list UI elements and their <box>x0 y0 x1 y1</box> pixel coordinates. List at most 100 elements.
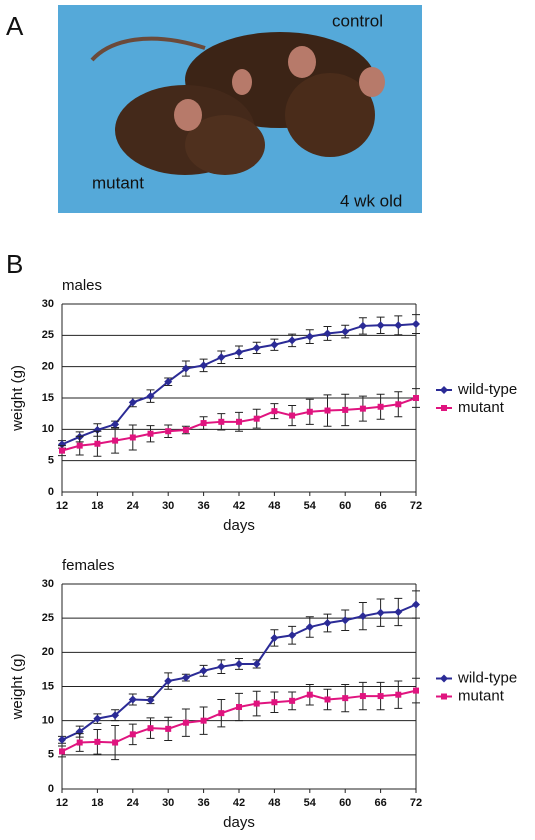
marker <box>252 659 261 668</box>
x-tick-label: 72 <box>410 797 422 809</box>
marker <box>112 437 119 444</box>
x-tick-label: 60 <box>339 500 351 512</box>
marker <box>271 699 278 706</box>
x-axis-label: days <box>223 814 255 831</box>
marker <box>129 434 136 441</box>
x-tick-label: 18 <box>91 797 103 809</box>
photo-annotation: mutant <box>92 173 144 192</box>
marker <box>93 714 102 723</box>
marker <box>412 600 420 609</box>
x-tick-label: 24 <box>127 797 140 809</box>
photo-annotation: 4 wk old <box>340 191 402 210</box>
legend-label: wild-type <box>457 381 517 398</box>
marker <box>377 693 384 700</box>
marker <box>236 418 242 425</box>
legend-marker <box>441 693 447 700</box>
x-tick-label: 36 <box>197 797 209 809</box>
x-tick-label: 30 <box>162 797 174 809</box>
marker <box>235 348 243 357</box>
marker <box>217 662 226 671</box>
x-tick-label: 12 <box>56 500 68 512</box>
x-tick-label: 42 <box>233 500 245 512</box>
chart-title: females <box>62 557 115 574</box>
marker <box>253 700 260 707</box>
marker <box>181 673 190 682</box>
x-axis-label: days <box>223 517 255 534</box>
series <box>58 314 420 449</box>
marker <box>112 739 119 746</box>
marker <box>217 353 226 362</box>
marker <box>218 710 225 717</box>
marker <box>270 633 279 642</box>
marker <box>289 412 296 419</box>
x-tick-label: 18 <box>91 500 103 512</box>
ear <box>288 46 316 78</box>
marker <box>164 677 173 686</box>
y-axis-label: weight (g) <box>9 654 26 721</box>
marker <box>377 403 384 410</box>
marker <box>199 666 208 675</box>
y-tick-label: 20 <box>42 646 54 658</box>
legend-label: mutant <box>458 399 505 416</box>
marker <box>359 693 366 700</box>
marker <box>165 428 172 435</box>
marker <box>111 711 120 720</box>
marker <box>76 442 83 449</box>
marker <box>412 320 420 329</box>
marker <box>200 717 207 724</box>
mouse-control-head <box>285 73 375 157</box>
photo-annotation: control <box>332 11 383 30</box>
series <box>58 590 420 744</box>
marker <box>395 691 402 698</box>
marker <box>270 340 279 349</box>
x-tick-label: 42 <box>233 797 245 809</box>
marker <box>376 608 385 617</box>
marker <box>305 332 314 341</box>
marker <box>288 631 297 640</box>
marker <box>323 329 332 338</box>
marker <box>236 704 242 710</box>
marker <box>199 361 208 370</box>
x-tick-label: 48 <box>268 797 280 809</box>
x-tick-label: 24 <box>127 500 140 512</box>
y-tick-label: 20 <box>42 361 54 373</box>
y-tick-label: 25 <box>42 612 54 624</box>
marker <box>324 407 331 414</box>
y-tick-label: 0 <box>48 783 54 795</box>
marker <box>146 696 155 705</box>
x-tick-label: 54 <box>304 500 317 512</box>
panel-label: B <box>6 249 23 279</box>
marker <box>165 725 172 732</box>
legend-marker <box>440 674 448 683</box>
ear <box>359 67 385 97</box>
tail <box>90 36 206 62</box>
series <box>58 388 420 457</box>
marker <box>76 739 83 746</box>
x-tick-label: 36 <box>197 500 209 512</box>
marker <box>341 327 350 336</box>
legend-marker <box>441 405 447 411</box>
chart-title: males <box>62 277 102 294</box>
marker <box>59 748 65 755</box>
x-tick-label: 54 <box>304 797 317 809</box>
y-tick-label: 5 <box>48 749 54 761</box>
marker <box>342 406 349 413</box>
y-tick-label: 10 <box>42 715 54 727</box>
x-tick-label: 66 <box>374 797 386 809</box>
y-tick-label: 30 <box>42 578 54 590</box>
y-tick-label: 15 <box>42 392 54 404</box>
marker <box>129 731 136 738</box>
marker <box>94 738 101 745</box>
mouse-mutant-head <box>185 115 265 175</box>
x-tick-label: 30 <box>162 500 174 512</box>
marker <box>147 430 154 437</box>
marker <box>253 415 260 422</box>
y-axis-label: weight (g) <box>9 365 26 432</box>
marker <box>358 321 367 330</box>
marker <box>305 623 314 632</box>
marker <box>182 719 189 726</box>
y-tick-label: 10 <box>42 423 54 435</box>
marker <box>93 425 102 434</box>
